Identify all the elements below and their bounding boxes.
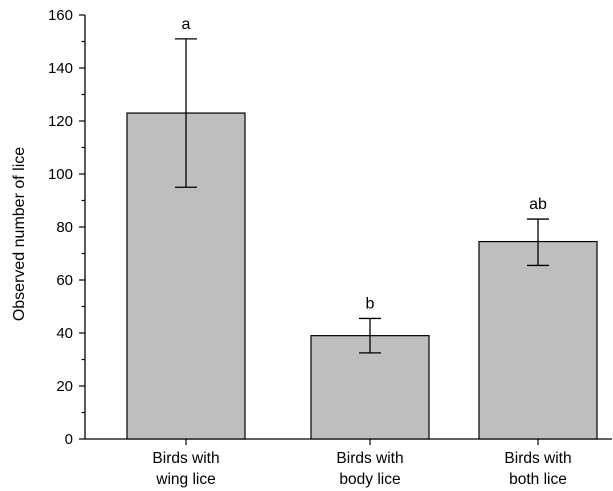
category-label: Birds with — [504, 450, 571, 467]
y-axis-title: Observed number of lice — [11, 147, 28, 321]
y-tick-label: 80 — [56, 219, 73, 236]
category-label: Birds with — [336, 450, 403, 467]
significance-label: b — [366, 295, 375, 312]
y-tick-label: 160 — [48, 7, 73, 24]
error-bars — [175, 38, 549, 354]
category-label: Birds with — [152, 450, 219, 467]
y-axis: 0 20 40 60 80 100 120 140 160 — [48, 7, 612, 448]
category-label: wing lice — [155, 471, 215, 488]
bars — [126, 112, 598, 440]
y-tick-label: 140 — [48, 60, 73, 77]
significance-label: ab — [529, 196, 547, 213]
labels: a Birds with wing lice b Birds with body lice… — [152, 16, 571, 488]
y-tick-label: 40 — [56, 325, 73, 342]
bar — [478, 240, 598, 440]
category-label: body lice — [339, 471, 400, 488]
y-tick-label: 120 — [48, 113, 73, 130]
y-tick-label: 0 — [65, 431, 73, 448]
y-tick-label: 20 — [56, 378, 73, 395]
y-tick-label: 100 — [48, 166, 73, 183]
y-tick-label: 60 — [56, 272, 73, 289]
significance-label: a — [182, 16, 191, 33]
category-label: both lice — [509, 471, 567, 488]
